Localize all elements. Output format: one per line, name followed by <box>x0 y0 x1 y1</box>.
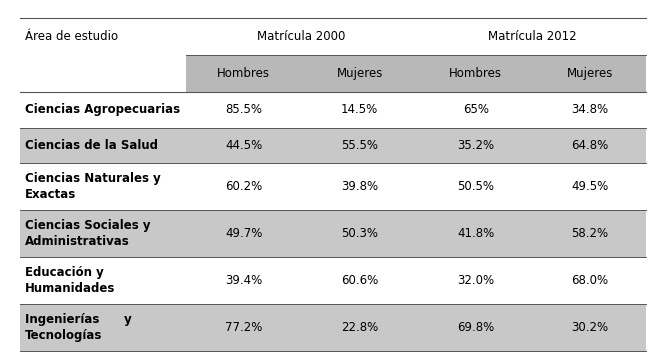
Text: 60.2%: 60.2% <box>225 180 263 193</box>
Text: 65%: 65% <box>462 103 488 116</box>
Text: 58.2%: 58.2% <box>571 227 609 240</box>
Text: Matrícula 2012: Matrícula 2012 <box>488 30 577 43</box>
Text: Ciencias Agropecuarias: Ciencias Agropecuarias <box>25 103 180 116</box>
Text: Hombres: Hombres <box>449 67 502 80</box>
Text: Ciencias Sociales y
Administrativas: Ciencias Sociales y Administrativas <box>25 219 150 248</box>
Text: Hombres: Hombres <box>217 67 270 80</box>
Text: 44.5%: 44.5% <box>225 139 263 152</box>
Text: Mujeres: Mujeres <box>567 67 613 80</box>
Text: Matrícula 2000: Matrícula 2000 <box>257 30 346 43</box>
Text: 34.8%: 34.8% <box>571 103 609 116</box>
Text: Área de estudio: Área de estudio <box>25 30 118 43</box>
Bar <box>20 127 646 163</box>
Text: 49.7%: 49.7% <box>225 227 263 240</box>
Text: 14.5%: 14.5% <box>341 103 378 116</box>
Text: 64.8%: 64.8% <box>571 139 609 152</box>
Text: 32.0%: 32.0% <box>457 274 494 287</box>
Text: Ingenierías      y
Tecnologías: Ingenierías y Tecnologías <box>25 313 131 342</box>
Text: Educación y
Humanidades: Educación y Humanidades <box>25 266 115 295</box>
Text: 50.3%: 50.3% <box>341 227 378 240</box>
Bar <box>185 55 646 92</box>
Text: 39.8%: 39.8% <box>341 180 378 193</box>
Text: Ciencias Naturales y
Exactas: Ciencias Naturales y Exactas <box>25 172 161 200</box>
Text: 49.5%: 49.5% <box>571 180 609 193</box>
Text: Ciencias de la Salud: Ciencias de la Salud <box>25 139 158 152</box>
Bar <box>20 210 646 257</box>
Bar <box>20 304 646 351</box>
Text: 30.2%: 30.2% <box>571 321 609 334</box>
Text: 69.8%: 69.8% <box>457 321 494 334</box>
Text: 41.8%: 41.8% <box>457 227 494 240</box>
Text: 22.8%: 22.8% <box>341 321 378 334</box>
Text: 50.5%: 50.5% <box>457 180 494 193</box>
Text: 35.2%: 35.2% <box>457 139 494 152</box>
Text: 39.4%: 39.4% <box>225 274 263 287</box>
Text: 77.2%: 77.2% <box>225 321 263 334</box>
Text: 60.6%: 60.6% <box>341 274 378 287</box>
Text: 55.5%: 55.5% <box>341 139 378 152</box>
Text: Mujeres: Mujeres <box>336 67 383 80</box>
Text: 68.0%: 68.0% <box>571 274 609 287</box>
Text: 85.5%: 85.5% <box>225 103 263 116</box>
